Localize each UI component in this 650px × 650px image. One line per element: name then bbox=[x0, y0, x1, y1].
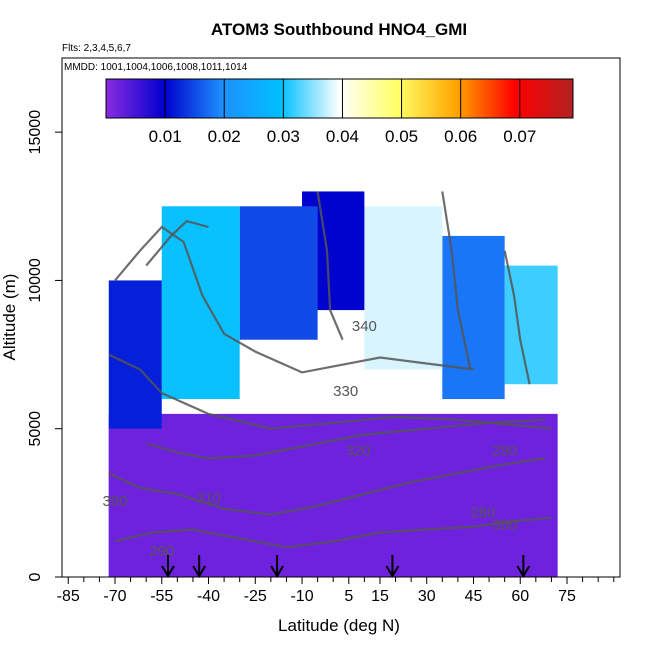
x-tick-label: -85 bbox=[57, 588, 80, 605]
colorbar-tick-label: 0.03 bbox=[267, 127, 300, 146]
x-tick-label: -10 bbox=[290, 588, 313, 605]
contour-label: 300 bbox=[102, 493, 127, 510]
contour-label: 310 bbox=[196, 490, 221, 507]
contour-label: 330 bbox=[333, 383, 358, 400]
colorbar-tick-label: 0.01 bbox=[149, 127, 182, 146]
colorbar-tick-label: 0.06 bbox=[444, 127, 477, 146]
contour-label: 320 bbox=[346, 442, 371, 459]
x-tick-label: -70 bbox=[103, 588, 126, 605]
theta-contour bbox=[316, 191, 344, 341]
heatmap-cell bbox=[504, 265, 558, 385]
plot-frame bbox=[61, 57, 621, 578]
x-tick-label: -40 bbox=[197, 588, 220, 605]
x-tick-label: 5 bbox=[344, 588, 353, 605]
heatmap-cell bbox=[108, 428, 162, 577]
heatmap-cell bbox=[239, 206, 318, 340]
contour-label: 300 bbox=[492, 517, 517, 534]
x-tick-label: 75 bbox=[558, 588, 576, 605]
y-axis: 0 5000 10000 15000 bbox=[27, 110, 62, 581]
dates-label: MMDD: 1001,1004,1006,1008,1011,1014 bbox=[64, 62, 248, 73]
y-tick-label: 0 bbox=[27, 572, 44, 581]
heatmap-cell bbox=[161, 206, 240, 400]
heatmap-cell bbox=[108, 413, 558, 577]
contour-label: 290 bbox=[149, 543, 174, 560]
colorbar-ticks: 0.01 0.02 0.03 0.04 0.05 0.06 0.07 bbox=[149, 79, 536, 146]
profile-arrowhead bbox=[161, 565, 175, 578]
x-tick-label: 60 bbox=[511, 588, 529, 605]
x-tick-label: -55 bbox=[150, 588, 173, 605]
colorbar-tick-label: 0.05 bbox=[385, 127, 418, 146]
profile-arrowhead bbox=[192, 565, 207, 578]
colorbar-tick-label: 0.04 bbox=[326, 127, 359, 146]
x-axis-title: Latitude (deg N) bbox=[278, 616, 400, 635]
y-tick-label: 5000 bbox=[27, 411, 44, 447]
x-axis: -85 -70 -55 -40 -25 -10 5 15 30 45 60 75 bbox=[57, 577, 615, 605]
y-axis-title: Altitude (m) bbox=[0, 274, 19, 361]
colorbar-tick-label: 0.02 bbox=[208, 127, 241, 146]
heatmap-cell bbox=[364, 206, 443, 370]
theta-contour bbox=[441, 191, 472, 370]
contour-label: 340 bbox=[352, 318, 377, 335]
profile-arrowhead bbox=[385, 565, 400, 578]
x-tick-label: -25 bbox=[244, 588, 267, 605]
y-tick-label: 15000 bbox=[27, 110, 44, 155]
profile-arrowhead bbox=[516, 565, 531, 578]
theta-contour bbox=[503, 250, 531, 385]
colorbar-tick-label: 0.07 bbox=[503, 127, 536, 146]
x-tick-label: 45 bbox=[465, 588, 483, 605]
colorbar bbox=[105, 78, 574, 119]
theta-contour bbox=[108, 457, 546, 516]
profile-arrows bbox=[161, 555, 531, 578]
theta-contour bbox=[114, 225, 474, 374]
theta-contour bbox=[145, 418, 546, 460]
heatmap-cell bbox=[108, 280, 162, 429]
contour-label: 280 bbox=[470, 505, 495, 522]
x-tick-label: 30 bbox=[418, 588, 436, 605]
chart-title: ATOM3 Southbound HNO4_GMI bbox=[211, 20, 467, 39]
y-tick-label: 10000 bbox=[27, 258, 44, 303]
contour-label: 290 bbox=[492, 442, 517, 459]
flights-label: Flts: 2,3,4,5,6,7 bbox=[62, 43, 131, 54]
profile-arrowhead bbox=[270, 565, 284, 578]
theta-contour bbox=[114, 516, 552, 549]
x-tick-label: 15 bbox=[371, 588, 389, 605]
theta-contour bbox=[145, 219, 209, 267]
